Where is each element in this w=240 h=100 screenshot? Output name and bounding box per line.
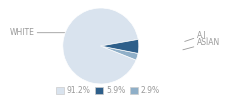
Wedge shape xyxy=(63,8,138,84)
Text: A.I.: A.I. xyxy=(185,31,209,41)
Text: WHITE: WHITE xyxy=(10,28,75,37)
Wedge shape xyxy=(101,46,138,60)
Legend: 91.2%, 5.9%, 2.9%: 91.2%, 5.9%, 2.9% xyxy=(53,83,163,98)
Text: ASIAN: ASIAN xyxy=(183,38,220,50)
Wedge shape xyxy=(101,39,139,53)
